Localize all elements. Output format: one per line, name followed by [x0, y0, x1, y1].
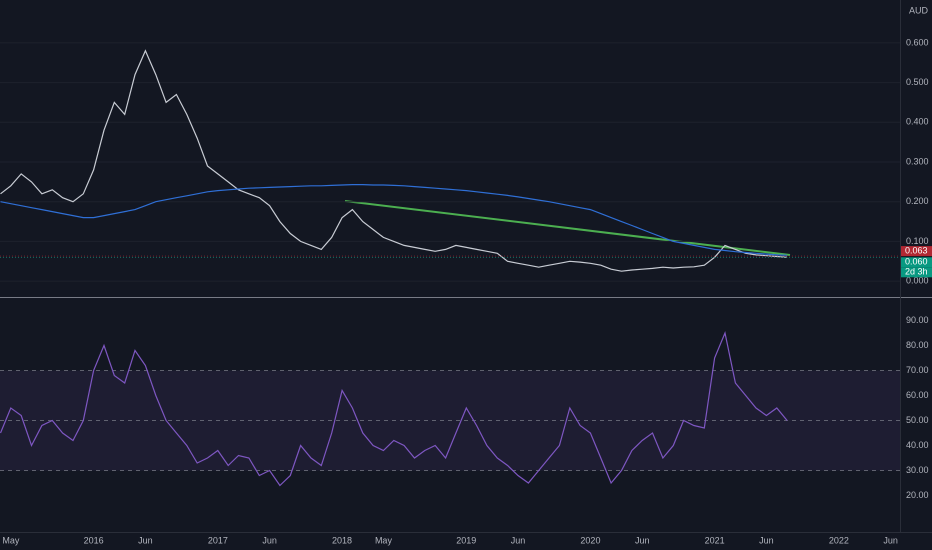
x-tick-label: Jun	[138, 535, 153, 545]
y-tick-label: 0.000	[906, 275, 929, 285]
x-tick-label: Jun	[635, 535, 650, 545]
countdown-box	[901, 267, 932, 278]
y-tick-label: 70.00	[906, 365, 929, 375]
y-tick-label: 80.00	[906, 340, 929, 350]
price-label-box	[901, 257, 932, 268]
x-tick-label: 2016	[84, 535, 104, 545]
y-tick-label: 0.500	[906, 77, 929, 87]
y-tick-label: 20.00	[906, 490, 929, 500]
y-tick-label: 60.00	[906, 390, 929, 400]
y-tick-label: 90.00	[906, 315, 929, 325]
series-line	[0, 184, 788, 256]
price-label: 0.063	[905, 245, 928, 255]
series-line	[0, 330, 788, 487]
y-tick-label: 0.300	[906, 156, 929, 166]
y-tick-label: 0.200	[906, 196, 929, 206]
x-tick-label: Jun	[759, 535, 774, 545]
x-tick-label: 2021	[705, 535, 725, 545]
countdown: 2d 3h	[905, 267, 928, 277]
x-tick-label: Jun	[511, 535, 526, 545]
x-tick-label: 2017	[208, 535, 228, 545]
x-tick-label: 2019	[456, 535, 476, 545]
trend-line	[344, 200, 791, 256]
y-tick-label: 0.100	[906, 236, 929, 246]
y-tick-label: 0.400	[906, 117, 929, 127]
x-tick-label: Jun	[883, 535, 898, 545]
y-tick-label: 50.00	[906, 415, 929, 425]
x-tick-label: 2020	[580, 535, 600, 545]
x-tick-label: May	[375, 535, 393, 545]
price-label-box	[901, 246, 932, 257]
x-tick-label: May	[2, 535, 20, 545]
currency-label: AUD	[909, 5, 929, 15]
y-tick-label: 30.00	[906, 465, 929, 475]
series-line	[0, 49, 788, 272]
price-label: 0.060	[905, 257, 928, 267]
y-tick-label: 40.00	[906, 440, 929, 450]
y-tick-label: 0.600	[906, 37, 929, 47]
x-tick-label: 2022	[829, 535, 849, 545]
x-tick-label: Jun	[262, 535, 277, 545]
x-tick-label: 2018	[332, 535, 352, 545]
